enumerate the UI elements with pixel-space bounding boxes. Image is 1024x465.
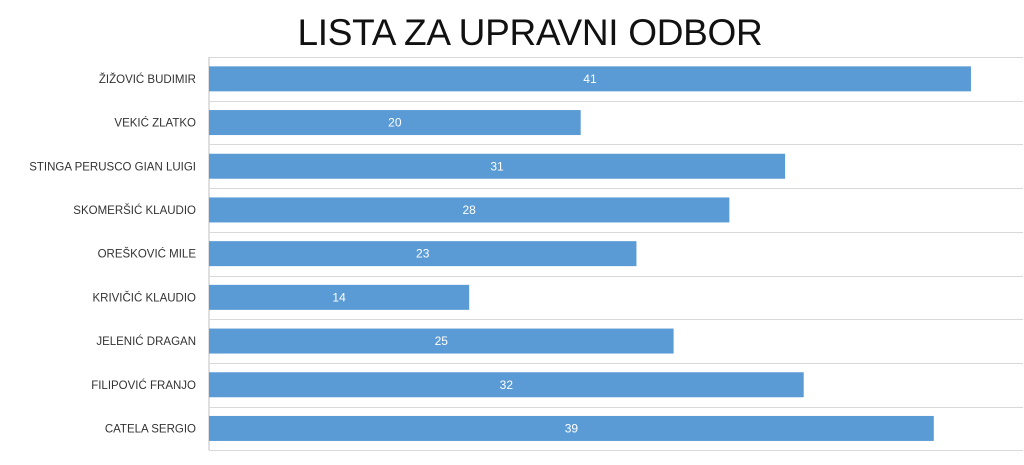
- data-label: 20: [388, 116, 402, 130]
- data-label: 32: [500, 378, 514, 392]
- bar: [209, 284, 470, 310]
- bar: [209, 415, 934, 441]
- bar: [209, 153, 786, 179]
- bar: [209, 110, 581, 136]
- data-labels: 41 20 31 28 23 14 25 32 39: [332, 72, 597, 436]
- category-label: ŽIŽOVIĆ BUDIMIR: [99, 73, 196, 86]
- bar: [209, 241, 637, 267]
- category-label: KRIVIČIĆ KLAUDIO: [92, 291, 196, 304]
- category-label: SKOMERŠIĆ KLAUDIO: [73, 204, 196, 217]
- data-label: 23: [416, 247, 430, 261]
- category-label: STINGA PERUSCO GIAN LUIGI: [29, 161, 196, 173]
- data-label: 14: [332, 290, 346, 304]
- data-label: 31: [490, 159, 504, 173]
- bars: [209, 66, 971, 441]
- data-label: 41: [583, 72, 597, 86]
- category-label: CATELA SERGIO: [105, 423, 196, 435]
- category-label: VEKIĆ ZLATKO: [114, 117, 196, 130]
- data-label: 39: [565, 421, 579, 435]
- category-label: OREŠKOVIĆ MILE: [98, 248, 197, 261]
- category-label: FILIPOVIĆ FRANJO: [91, 379, 196, 392]
- bar: [209, 197, 730, 223]
- bar: [209, 372, 804, 398]
- bar: [209, 66, 971, 92]
- data-label: 28: [463, 203, 477, 217]
- bar: [209, 328, 674, 354]
- chart-title: LISTA ZA UPRAVNI ODBOR: [297, 12, 763, 53]
- data-label: 25: [435, 334, 449, 348]
- grid-lines: [208, 57, 1023, 451]
- category-labels: ŽIŽOVIĆ BUDIMIR VEKIĆ ZLATKO STINGA PERUSC…: [29, 73, 196, 436]
- category-label: JELENIĆ DRAGAN: [96, 335, 196, 348]
